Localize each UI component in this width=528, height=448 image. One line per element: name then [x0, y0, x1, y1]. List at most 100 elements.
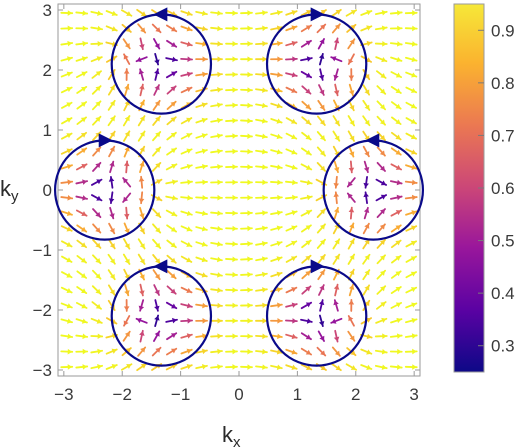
field-arrow: [300, 163, 313, 171]
field-arrow: [180, 148, 193, 155]
field-arrow: [347, 38, 356, 50]
field-arrow: [210, 318, 223, 324]
field-arrow: [92, 146, 102, 157]
field-arrow: [390, 317, 403, 324]
field-arrow: [154, 299, 160, 312]
field-arrow: [255, 25, 268, 32]
field-arrow: [300, 318, 313, 324]
field-arrow: [346, 192, 356, 203]
field-arrow: [107, 253, 116, 265]
field-arrow: [316, 115, 326, 126]
field-arrow: [348, 299, 355, 312]
field-arrow: [195, 241, 208, 247]
field-arrow: [255, 133, 268, 140]
field-arrow: [316, 131, 326, 142]
field-arrow: [318, 84, 325, 96]
field-arrow: [285, 225, 298, 232]
field-arrow: [225, 271, 238, 278]
x-tick-label: 2: [351, 385, 360, 404]
field-arrow: [210, 225, 223, 232]
field-arrow: [92, 115, 102, 126]
field-arrow: [152, 131, 162, 142]
field-arrow: [316, 162, 327, 172]
field-arrow: [60, 148, 73, 155]
field-arrow: [376, 208, 386, 219]
field-arrow: [165, 179, 178, 185]
field-arrow: [390, 224, 402, 233]
field-arrow: [210, 164, 223, 170]
field-arrow: [92, 238, 102, 249]
field-arrow: [195, 117, 208, 124]
field-arrow: [92, 223, 102, 234]
field-arrow: [180, 41, 193, 47]
field-arrow: [92, 161, 102, 172]
field-arrow: [166, 270, 177, 280]
field-arrow: [375, 10, 388, 16]
field-arrow: [137, 23, 147, 34]
field-arrow: [225, 164, 238, 170]
field-arrow: [166, 131, 177, 141]
field-arrow: [240, 256, 253, 262]
field-arrow: [60, 86, 73, 94]
field-arrow: [225, 318, 238, 324]
field-arrow: [76, 255, 88, 264]
field-arrow: [107, 84, 116, 96]
field-arrow: [285, 10, 298, 16]
field-arrow: [390, 71, 403, 79]
field-arrow: [180, 317, 193, 324]
field-arrow: [139, 329, 145, 343]
field-arrow: [210, 194, 223, 201]
field-arrow: [346, 177, 356, 188]
field-arrow: [210, 256, 223, 263]
field-arrow: [240, 318, 253, 324]
field-arrow: [180, 302, 193, 309]
field-arrow: [376, 301, 387, 310]
field-arrow: [300, 224, 312, 233]
field-arrow: [60, 240, 73, 248]
field-arrow: [285, 164, 298, 170]
field-arrow: [301, 254, 312, 264]
field-arrow: [137, 115, 146, 127]
field-arrow: [180, 364, 193, 370]
field-arrow: [270, 179, 283, 186]
field-arrow: [210, 10, 223, 16]
field-arrow: [109, 160, 115, 174]
field-arrow: [405, 132, 418, 140]
field-arrow: [405, 101, 417, 109]
field-arrow: [270, 210, 283, 216]
field-arrow: [225, 225, 238, 232]
x-tick-label: 1: [293, 385, 302, 404]
field-arrow: [348, 145, 355, 158]
colorbar-tick-label: 0.6: [491, 179, 515, 198]
field-arrow: [390, 301, 403, 309]
field-arrow: [318, 52, 325, 66]
field-arrow: [180, 255, 193, 263]
field-arrow: [300, 332, 312, 341]
field-arrow: [90, 40, 104, 47]
field-arrow: [92, 269, 102, 280]
field-arrow: [240, 225, 253, 232]
field-arrow: [60, 364, 74, 370]
field-arrow: [270, 271, 283, 278]
field-arrow: [318, 284, 325, 296]
field-arrow: [166, 116, 177, 126]
field-arrow: [60, 302, 73, 309]
field-arrow: [180, 56, 193, 63]
field-arrow: [124, 83, 130, 97]
field-arrow: [61, 255, 73, 263]
field-arrow: [390, 163, 403, 171]
field-arrow: [301, 131, 312, 141]
field-arrow: [270, 71, 283, 78]
field-arrow: [123, 238, 131, 250]
field-arrow: [300, 194, 313, 201]
field-arrow: [60, 210, 73, 217]
field-arrow: [210, 210, 223, 216]
field-arrow: [376, 269, 386, 280]
field-arrow: [270, 102, 283, 109]
field-arrow: [108, 145, 116, 158]
field-arrow: [362, 222, 370, 235]
field-arrow: [60, 333, 74, 340]
field-arrow: [404, 348, 418, 355]
field-arrow: [255, 102, 268, 109]
field-arrow: [300, 9, 313, 17]
